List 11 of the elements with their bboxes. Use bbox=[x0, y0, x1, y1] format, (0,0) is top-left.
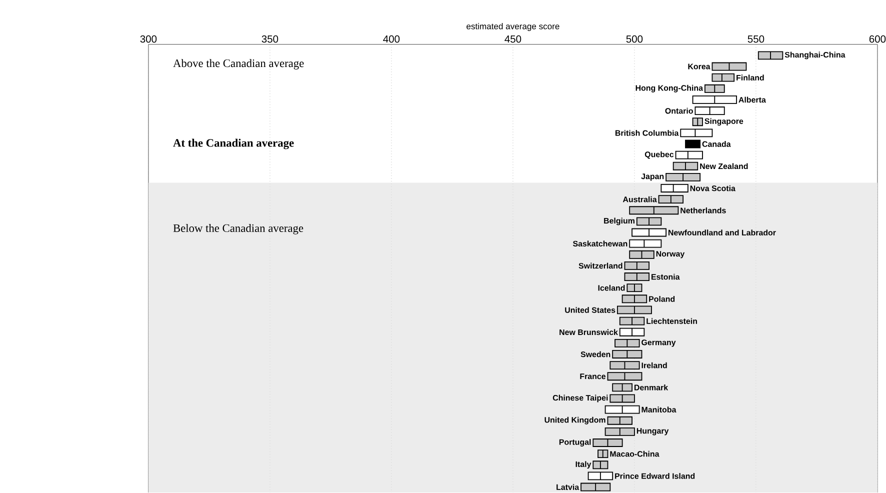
x-tick-label: 450 bbox=[504, 36, 522, 43]
x-tick-label: 600 bbox=[869, 36, 886, 43]
x-axis-title: estimated average score bbox=[466, 23, 560, 32]
x-tick-label: 550 bbox=[748, 36, 764, 43]
annotation: Above the Canadian average bbox=[173, 59, 304, 70]
annotation: At the Canadian average bbox=[173, 138, 294, 150]
x-tick-label: 350 bbox=[262, 36, 278, 43]
x-tick-label: 300 bbox=[140, 36, 157, 43]
x-tick-label: 400 bbox=[383, 36, 400, 43]
x-tick-label: 500 bbox=[626, 36, 643, 43]
annotation: Below the Canadian average bbox=[173, 224, 304, 235]
